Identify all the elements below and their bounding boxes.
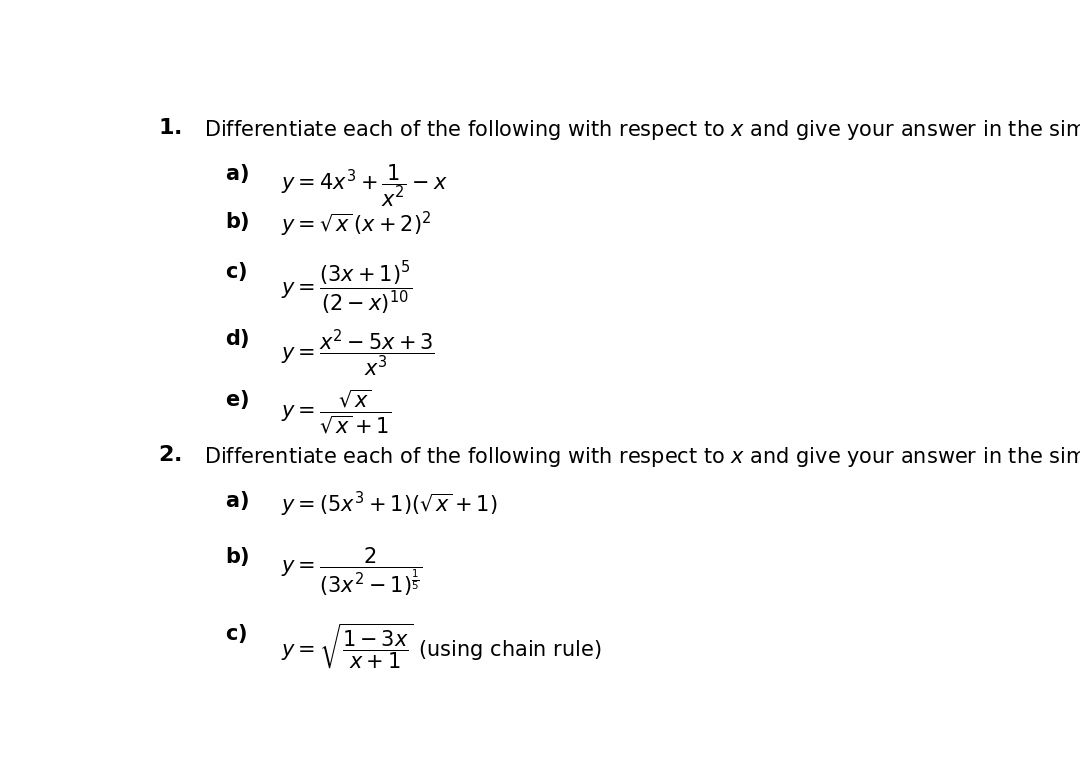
Text: Differentiate each of the following with respect to $x$ and give your answer in : Differentiate each of the following with… <box>204 119 1080 142</box>
Text: $\mathbf{2.}$: $\mathbf{2.}$ <box>159 445 183 465</box>
Text: Differentiate each of the following with respect to $x$ and give your answer in : Differentiate each of the following with… <box>204 445 1080 469</box>
Text: $\mathbf{d)}$: $\mathbf{d)}$ <box>226 327 251 350</box>
Text: $y=\dfrac{2}{(3x^{2}-1)^{\frac{1}{5}}}$: $y=\dfrac{2}{(3x^{2}-1)^{\frac{1}{5}}}$ <box>282 545 422 597</box>
Text: $y=\dfrac{(3x+1)^{5}}{(2-x)^{10}}$: $y=\dfrac{(3x+1)^{5}}{(2-x)^{10}}$ <box>282 259 413 317</box>
Text: $y=\dfrac{\sqrt{x}}{\sqrt{x}+1}$: $y=\dfrac{\sqrt{x}}{\sqrt{x}+1}$ <box>282 388 392 435</box>
Text: $\mathbf{a)}$: $\mathbf{a)}$ <box>226 162 249 185</box>
Text: $\mathbf{b)}$: $\mathbf{b)}$ <box>226 210 251 233</box>
Text: $\mathbf{b)}$: $\mathbf{b)}$ <box>226 545 251 568</box>
Text: $y=4x^{3}+\dfrac{1}{x^{2}}-x$: $y=4x^{3}+\dfrac{1}{x^{2}}-x$ <box>282 162 448 209</box>
Text: $y=\sqrt{x}\,(x+2)^{2}$: $y=\sqrt{x}\,(x+2)^{2}$ <box>282 210 432 239</box>
Text: $y=\dfrac{x^{2}-5x+3}{x^{3}}$: $y=\dfrac{x^{2}-5x+3}{x^{3}}$ <box>282 327 435 379</box>
Text: $y=(5x^{3}+1)(\sqrt{x}+1)$: $y=(5x^{3}+1)(\sqrt{x}+1)$ <box>282 490 498 519</box>
Text: $\mathbf{c)}$: $\mathbf{c)}$ <box>226 259 247 283</box>
Text: $\mathbf{c)}$: $\mathbf{c)}$ <box>226 622 247 645</box>
Text: $y=\sqrt{\dfrac{1-3x}{x+1}}$ (using chain rule): $y=\sqrt{\dfrac{1-3x}{x+1}}$ (using chai… <box>282 622 602 672</box>
Text: $\mathbf{e)}$: $\mathbf{e)}$ <box>226 388 249 411</box>
Text: $\mathbf{a)}$: $\mathbf{a)}$ <box>226 490 249 513</box>
Text: $\mathbf{1.}$: $\mathbf{1.}$ <box>159 119 183 138</box>
